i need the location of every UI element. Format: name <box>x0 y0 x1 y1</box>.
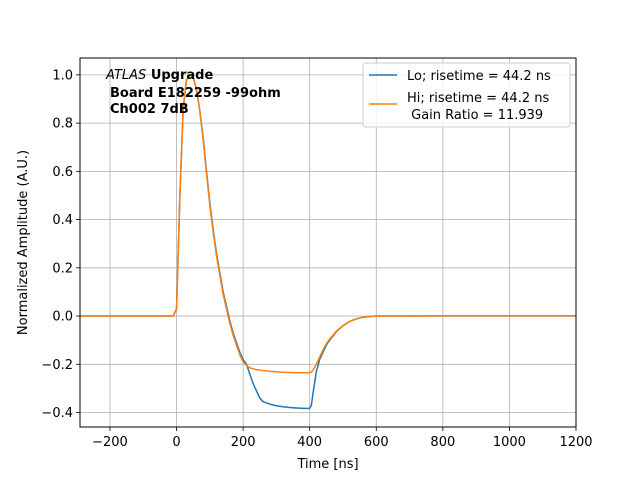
legend-label-lo: Lo; risetime = 44.2 ns <box>407 69 551 84</box>
legend-box <box>362 62 571 128</box>
y-axis-label: Normalized Amplitude (A.U.) <box>16 150 31 335</box>
y-tick-label: 1.0 <box>52 68 73 83</box>
x-tick-label: 600 <box>364 435 389 450</box>
x-tick-label: 400 <box>297 435 322 450</box>
legend: Lo; risetime = 44.2 ns Hi; risetime = 44… <box>362 62 571 128</box>
y-tick-label: −0.4 <box>41 406 73 421</box>
y-tick-label: 0.8 <box>52 117 73 132</box>
annotation-line-1: ATLAS Upgrade <box>105 68 213 83</box>
axis-ticks: −200 0 200 400 600 800 1000 1200 −0.4 −0.2 0.0 0.2 0… <box>41 68 592 450</box>
y-tick-label: 0.6 <box>52 165 73 180</box>
x-tick-label: −200 <box>92 435 128 450</box>
annotation: ATLAS Upgrade Board E182259 -99ohm Ch002… <box>105 68 281 117</box>
x-axis-label: Time [ns] <box>296 457 358 472</box>
legend-label-hi: Hi; risetime = 44.2 ns <box>407 91 549 106</box>
y-tick-label: 0.0 <box>52 310 73 325</box>
annotation-atlas: ATLAS <box>105 68 146 83</box>
series-lines <box>80 74 576 410</box>
x-tick-label: 0 <box>172 435 180 450</box>
y-tick-label: −0.2 <box>41 358 73 373</box>
x-tick-label: 1200 <box>559 435 592 450</box>
plot-frame <box>79 57 577 428</box>
annotation-line-2: Board E182259 -99ohm <box>110 86 281 101</box>
legend-label-gain-ratio: Gain Ratio = 11.939 <box>407 108 543 123</box>
x-tick-label: 200 <box>231 435 256 450</box>
x-tick-label: 800 <box>430 435 455 450</box>
annotation-line-3: Ch002 7dB <box>110 102 189 117</box>
series-line-hi <box>80 74 576 374</box>
annotation-upgrade: Upgrade <box>151 68 214 83</box>
y-tick-label: 0.2 <box>52 261 73 276</box>
x-tick-label: 1000 <box>493 435 526 450</box>
y-tick-label: 0.4 <box>52 213 73 228</box>
